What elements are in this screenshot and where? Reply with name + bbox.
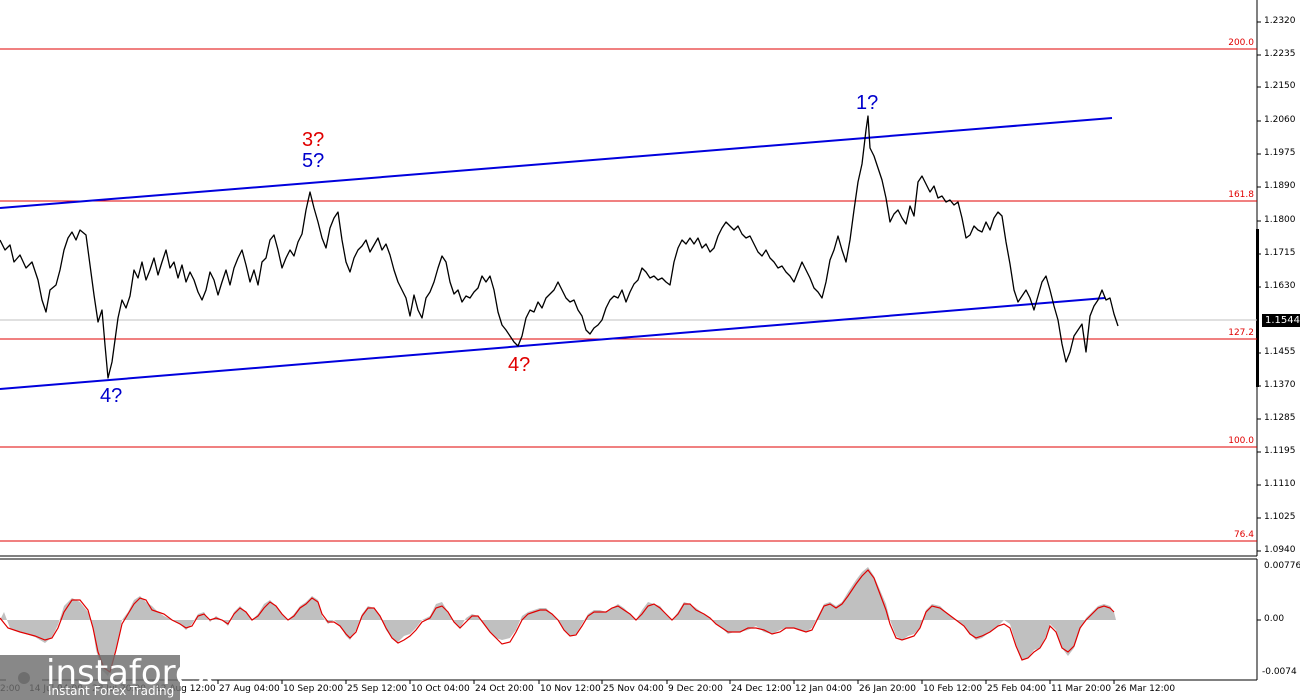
fib-label-100: 100.0 (1228, 436, 1254, 446)
y-tick-label: 1.1800 (1264, 215, 1296, 225)
wave-label-3-red: 3? (302, 129, 325, 151)
y-tick-label: 1.1890 (1264, 181, 1296, 191)
y-tick-label: 1.1715 (1264, 248, 1296, 258)
current-price-tag: 1.1544 (1262, 314, 1300, 327)
osc-tick-label: 0.00 (1264, 614, 1285, 624)
osc-tick-label: 0.00776 (1264, 561, 1300, 571)
price-series (0, 115, 1119, 379)
x-tick-label: 10 Feb 12:00 (923, 684, 983, 694)
x-tick-label: 26 Jan 20:00 (859, 684, 916, 694)
x-tick-label: 25 Feb 04:00 (987, 684, 1047, 694)
fib-label-161: 161.8 (1228, 190, 1254, 200)
lower-channel-line (0, 297, 1106, 390)
y-tick-label: 1.1455 (1264, 347, 1296, 357)
y-tick-label: 1.1975 (1264, 148, 1296, 158)
x-tick-label: 25 Nov 04:00 (603, 684, 664, 694)
y-tick-label: 1.1195 (1264, 446, 1296, 456)
y-tick-label: 1.1370 (1264, 380, 1296, 390)
brand-tagline: Instant Forex Trading (48, 684, 175, 698)
x-tick-label: 10 Sep 20:00 (283, 684, 344, 694)
x-tick-label: 11 Mar 20:00 (1051, 684, 1112, 694)
oscillator-signal-line (0, 569, 1115, 673)
x-tick-label: 10 Oct 04:00 (411, 684, 470, 694)
osc-tick-label: -0.0074 (1262, 667, 1297, 677)
y-tick-label: 1.2060 (1264, 115, 1296, 125)
x-tick-label: 24 Dec 12:00 (731, 684, 792, 694)
x-tick-label: 24 Oct 20:00 (475, 684, 534, 694)
upper-channel-line (0, 117, 1113, 209)
y-tick-label: 1.2235 (1264, 49, 1296, 59)
fib-label-76: 76.4 (1233, 530, 1254, 540)
y-tick-label: 1.1285 (1264, 413, 1296, 423)
fib-label-200: 200.0 (1228, 38, 1254, 48)
fib-label-127: 127.2 (1228, 328, 1254, 338)
wave-label-1-blue: 1? (856, 92, 879, 114)
y-tick-label: 1.1025 (1264, 512, 1296, 522)
price-range-bar (1256, 229, 1259, 387)
x-tick-label: 10 Nov 12:00 (540, 684, 601, 694)
x-tick-label: 9 Dec 20:00 (668, 684, 723, 694)
brand-name: instaforex (46, 653, 216, 693)
wave-label-5-blue: 5? (302, 150, 325, 172)
y-tick-label: 1.2320 (1264, 16, 1296, 26)
wave-label-4-red: 4? (508, 354, 531, 376)
y-tick-label: 1.1630 (1264, 281, 1296, 291)
x-tick-label: 12 Jan 04:00 (795, 684, 852, 694)
wave-label-4-blue: 4? (100, 385, 123, 407)
instaforex-watermark: instaforex Instant Forex Trading (0, 653, 215, 700)
y-tick-label: 1.2150 (1264, 81, 1296, 91)
y-tick-label: 1.1110 (1264, 479, 1296, 489)
y-tick-label: 1.0940 (1264, 545, 1296, 555)
x-tick-label: 26 Mar 12:00 (1115, 684, 1176, 694)
x-tick-label: 25 Sep 12:00 (347, 684, 408, 694)
x-tick-label: 27 Aug 04:00 (219, 684, 280, 694)
x-tick-label: 12 Aug 12:00 (155, 684, 216, 694)
fibonacci-lines (0, 48, 1257, 542)
